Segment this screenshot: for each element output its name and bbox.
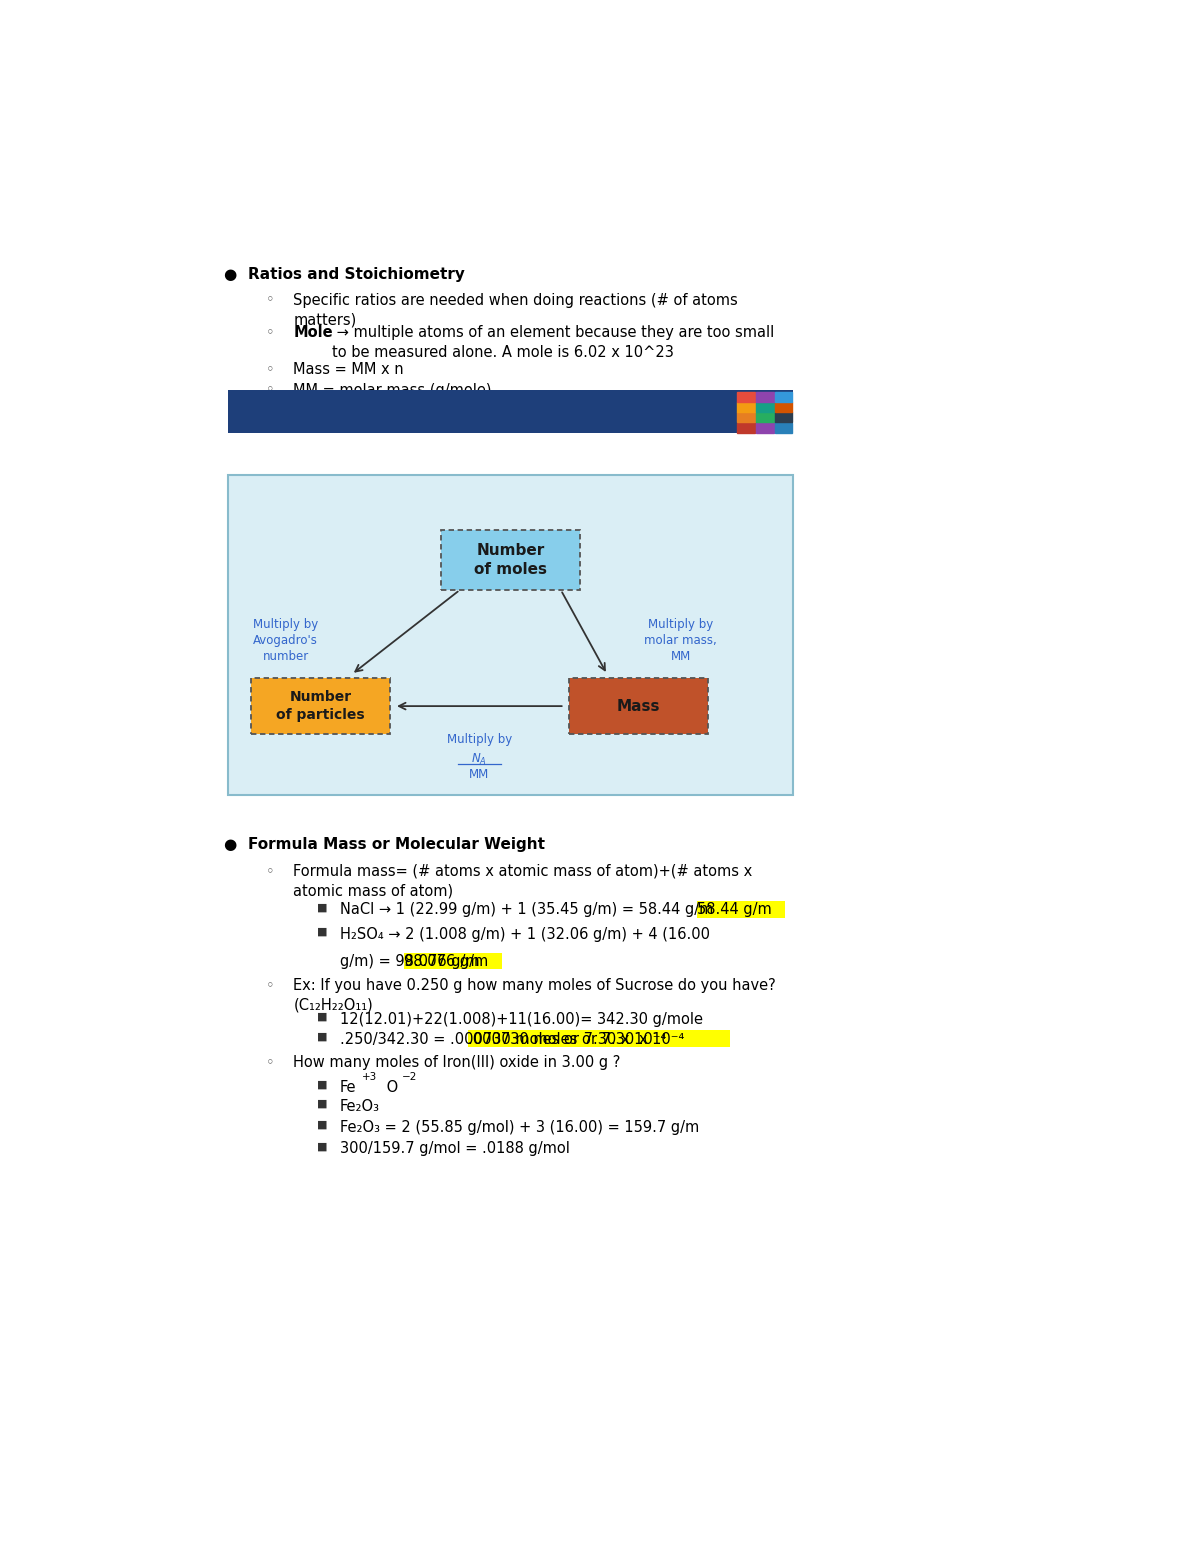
Bar (404, 952, 502, 969)
Text: MM: MM (469, 767, 490, 781)
Text: ◦: ◦ (266, 325, 275, 340)
Text: Ex: If you have 0.250 g how many moles of Sucrose do you have?
(C₁₂H₂₂O₁₁): Ex: If you have 0.250 g how many moles o… (293, 978, 776, 1013)
Text: ■: ■ (317, 927, 328, 936)
Bar (468, 1030, 730, 1047)
Text: ■: ■ (317, 1031, 328, 1042)
Text: → multiple atoms of an element because they are too small
to be measured alone. : → multiple atoms of an element because t… (332, 325, 774, 360)
Text: Number
of particles: Number of particles (276, 691, 365, 722)
Text: ◦: ◦ (266, 382, 275, 398)
Bar (756, 391, 774, 402)
Text: ◦: ◦ (266, 362, 275, 377)
Bar (756, 413, 774, 422)
Text: −2: −2 (402, 1072, 418, 1082)
Text: O: O (383, 1079, 398, 1095)
Text: Formula mass= (# atoms x atomic mass of atom)+(# atoms x
atomic mass of atom): Formula mass= (# atoms x atomic mass of … (293, 863, 752, 899)
Text: 58.44 g/m: 58.44 g/m (696, 902, 772, 918)
Text: MM = molar mass (g/mole): MM = molar mass (g/mole) (293, 382, 492, 398)
Text: Multiply by
Avogadro's
number: Multiply by Avogadro's number (253, 618, 318, 663)
Bar (775, 391, 792, 402)
Text: 12(12.01)+22(1.008)+11(16.00)= 342.30 g/mole: 12(12.01)+22(1.008)+11(16.00)= 342.30 g/… (340, 1013, 703, 1027)
Text: $N_A$: $N_A$ (472, 752, 487, 767)
Text: Mole: Mole (293, 325, 334, 340)
Bar (738, 391, 755, 402)
Text: Mass: Mass (617, 699, 660, 714)
Text: ◦: ◦ (266, 404, 275, 418)
Bar (696, 901, 785, 918)
Bar (569, 679, 708, 735)
Bar (775, 402, 792, 412)
Text: g/m) = 98.076 g/m: g/m) = 98.076 g/m (340, 954, 480, 969)
Text: ■: ■ (317, 1100, 328, 1109)
Bar (228, 475, 793, 795)
Bar (738, 402, 755, 412)
Text: ■: ■ (317, 1013, 328, 1022)
Text: .250/342.30 = .000730 moles or 7.30 x 10⁻⁴: .250/342.30 = .000730 moles or 7.30 x 10… (340, 1031, 666, 1047)
Text: Formula Mass or Molecular Weight: Formula Mass or Molecular Weight (248, 837, 546, 853)
Text: ◦: ◦ (266, 292, 275, 307)
Text: Ratios and Stoichiometry: Ratios and Stoichiometry (248, 267, 466, 283)
Text: ●: ● (223, 267, 236, 283)
Text: Number
of moles: Number of moles (474, 544, 547, 576)
Bar (756, 422, 774, 433)
Bar (738, 422, 755, 433)
Text: H₂SO₄ → 2 (1.008 g/m) + 1 (32.06 g/m) + 4 (16.00: H₂SO₄ → 2 (1.008 g/m) + 1 (32.06 g/m) + … (340, 927, 710, 943)
Text: Figure 3.2 – Schema for Working With Moles and
Masses: Figure 3.2 – Schema for Working With Mol… (239, 439, 562, 467)
Bar (775, 413, 792, 422)
Text: Specific ratios are needed when doing reactions (# of atoms
matters): Specific ratios are needed when doing re… (293, 292, 738, 328)
Text: ■: ■ (317, 1141, 328, 1151)
Text: How many moles of Iron(III) oxide in 3.00 g ?: How many moles of Iron(III) oxide in 3.0… (293, 1054, 620, 1070)
Text: Multiply by
molar mass,
MM: Multiply by molar mass, MM (644, 618, 718, 663)
Bar (756, 402, 774, 412)
Text: ■: ■ (317, 1120, 328, 1129)
Text: Fe: Fe (340, 1079, 356, 1095)
Text: Mass = MM x n: Mass = MM x n (293, 362, 404, 377)
Text: ■: ■ (317, 902, 328, 913)
Text: Multiply by: Multiply by (446, 733, 512, 745)
Bar (738, 413, 755, 422)
Text: +3: +3 (361, 1072, 377, 1082)
Text: Fe₂O₃ = 2 (55.85 g/mol) + 3 (16.00) = 159.7 g/m: Fe₂O₃ = 2 (55.85 g/mol) + 3 (16.00) = 15… (340, 1120, 700, 1135)
Text: ◦: ◦ (266, 1054, 275, 1070)
Bar (251, 679, 390, 735)
Text: 300/159.7 g/mol = .0188 g/mol: 300/159.7 g/mol = .0188 g/mol (340, 1141, 570, 1155)
Bar (228, 390, 793, 433)
Text: .000730 moles or 7.30 x 10⁻⁴: .000730 moles or 7.30 x 10⁻⁴ (468, 1031, 684, 1047)
Text: ◦: ◦ (266, 978, 275, 992)
Bar (440, 530, 580, 590)
Text: 98.076 g/m: 98.076 g/m (404, 954, 488, 969)
Text: ◦: ◦ (266, 863, 275, 879)
Text: ●: ● (223, 837, 236, 853)
Text: NaCl → 1 (22.99 g/m) + 1 (35.45 g/m) = 58.44 g/m: NaCl → 1 (22.99 g/m) + 1 (35.45 g/m) = 5… (340, 902, 713, 918)
Text: n = # of moles: n = # of moles (293, 404, 403, 418)
Text: Fe₂O₃: Fe₂O₃ (340, 1100, 380, 1114)
Text: ■: ■ (317, 1079, 328, 1090)
Bar (775, 422, 792, 433)
